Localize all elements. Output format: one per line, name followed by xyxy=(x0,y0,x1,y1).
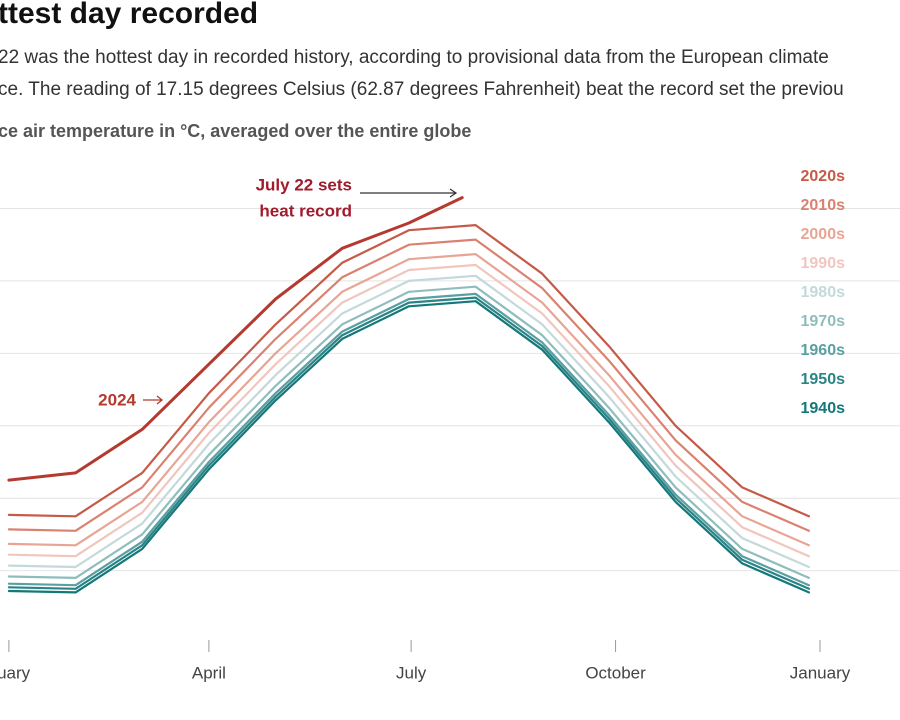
legend-label: 2020s xyxy=(801,168,846,185)
axis-label: ce air temperature in °C, averaged over … xyxy=(0,121,471,141)
subtitle: ce. The reading of 17.15 degrees Celsius… xyxy=(0,79,844,100)
legend-label: 2010s xyxy=(801,197,846,214)
annotation: July 22 sets xyxy=(256,175,352,194)
series-line xyxy=(7,285,810,579)
chart-title: ttest day recorded xyxy=(0,0,258,30)
series-line xyxy=(7,224,810,518)
legend-label: 1970s xyxy=(801,313,846,330)
subtitle: 22 was the hottest day in recorded histo… xyxy=(0,47,829,68)
series-line xyxy=(7,296,810,590)
legend-label: 1990s xyxy=(801,255,846,272)
legend-label: 1950s xyxy=(801,371,846,388)
x-tick-label: nuary xyxy=(0,663,31,682)
series-line xyxy=(7,196,464,482)
x-tick-label: April xyxy=(192,663,226,682)
x-tick-label: October xyxy=(585,663,646,682)
legend-label: 2000s xyxy=(801,226,846,243)
series-line xyxy=(7,292,810,587)
series-line xyxy=(7,300,810,594)
legend-label: 1980s xyxy=(801,284,846,301)
x-tick-label: July xyxy=(396,663,427,682)
annotation: heat record xyxy=(259,201,352,220)
series-label: 2024 xyxy=(98,390,136,409)
series-line xyxy=(7,238,810,532)
series-line xyxy=(7,253,810,547)
series-line xyxy=(7,274,810,569)
series-line xyxy=(7,263,810,558)
x-tick-label: January xyxy=(790,663,851,682)
legend-label: 1960s xyxy=(801,342,846,359)
arrow xyxy=(143,395,164,405)
legend-label: 1940s xyxy=(801,400,846,417)
arrow xyxy=(360,188,458,198)
